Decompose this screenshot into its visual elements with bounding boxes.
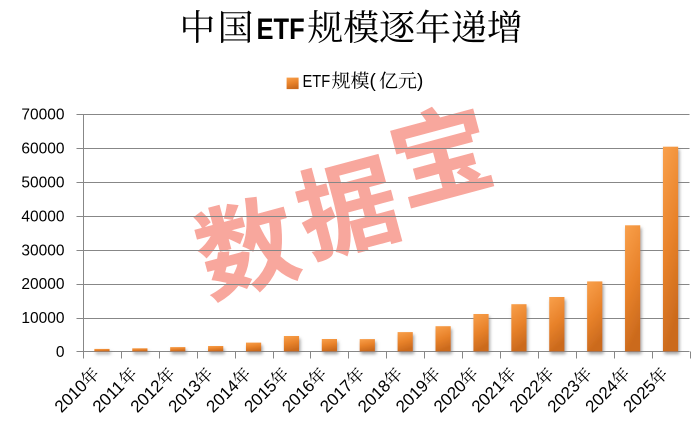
svg-text:20000: 20000 xyxy=(21,276,64,293)
svg-text:50000: 50000 xyxy=(21,175,64,192)
svg-text:0: 0 xyxy=(56,344,65,361)
svg-text:(: ( xyxy=(370,71,377,92)
svg-text:ETF: ETF xyxy=(257,12,305,45)
svg-text:60000: 60000 xyxy=(21,141,64,158)
svg-text:10000: 10000 xyxy=(21,310,64,327)
svg-text:30000: 30000 xyxy=(21,242,64,259)
svg-text:ETF: ETF xyxy=(303,72,331,91)
svg-text:): ) xyxy=(417,71,423,92)
svg-text:40000: 40000 xyxy=(21,208,64,225)
svg-text:70000: 70000 xyxy=(21,107,64,124)
